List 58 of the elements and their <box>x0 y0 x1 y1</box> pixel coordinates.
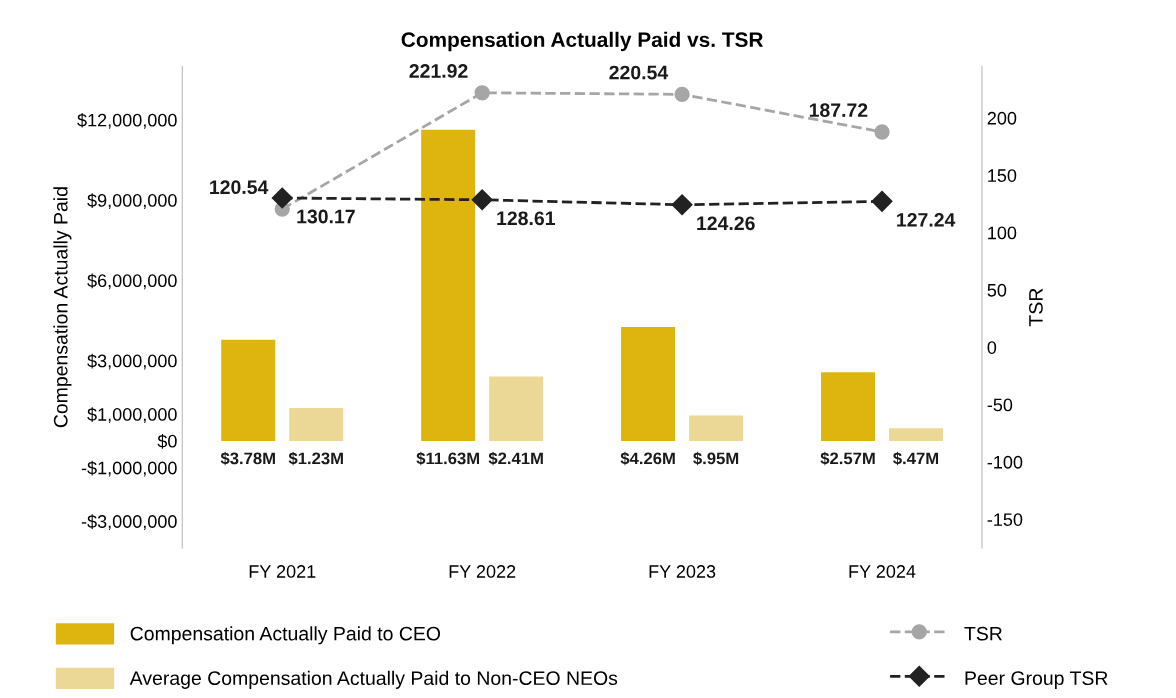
data-label: $3.78M <box>220 451 275 466</box>
point <box>874 124 890 140</box>
y-tick-label: -$3,000,000 <box>81 514 177 531</box>
legend-label: Compensation Actually Paid to CEO <box>130 626 441 645</box>
bar <box>621 326 676 441</box>
legend-label: Average Compensation Actually Paid to Non-CEO NEOs <box>129 670 618 689</box>
point <box>474 85 490 101</box>
data-label: $2.57M <box>820 451 875 466</box>
y2-tick-label: 200 <box>987 111 1017 125</box>
y-tick-label: $0 <box>157 434 177 449</box>
legend-label: TSR <box>964 626 1002 641</box>
bar <box>221 339 276 441</box>
y2-tick-label: 0 <box>987 341 997 354</box>
y2-tick-label: 100 <box>988 226 1017 240</box>
data-label: $4.26M <box>620 451 675 466</box>
bar <box>421 129 476 441</box>
y-tick-label: -$1,000,000 <box>81 460 177 477</box>
data-label: 130.17 <box>297 209 355 224</box>
bar <box>489 376 544 441</box>
data-label: 128.61 <box>497 211 555 226</box>
y-tick-label: $12,000,000 <box>77 113 177 129</box>
data-label: 187.72 <box>809 103 868 118</box>
x-tick-label: FY 2024 <box>849 565 916 578</box>
bar <box>289 407 344 441</box>
point <box>674 86 690 102</box>
y2-tick-label: 150 <box>988 169 1017 182</box>
y2-tick-label: -150 <box>987 513 1023 526</box>
y2-tick-label: -100 <box>987 455 1023 469</box>
x-tick-label: FY 2021 <box>249 565 316 578</box>
y-tick-label: $1,000,000 <box>87 407 177 423</box>
bar <box>689 415 744 441</box>
data-label: 124.26 <box>697 216 755 231</box>
point <box>271 187 293 209</box>
data-label: $.95M <box>693 451 739 466</box>
point <box>871 190 893 212</box>
y2-axis-title: TSR <box>1029 288 1043 327</box>
y2-tick-label: 50 <box>987 283 1007 297</box>
data-label: $1.23M <box>288 451 343 466</box>
y-axis-title: Compensation Actually Paid <box>53 187 72 428</box>
data-label: 221.92 <box>409 64 468 78</box>
y-tick-label: $6,000,000 <box>87 273 177 290</box>
y-tick-label: $3,000,000 <box>87 353 177 370</box>
point <box>471 189 493 211</box>
data-label: $.47M <box>893 451 939 466</box>
y2-tick-label: -50 <box>987 398 1013 412</box>
y-tick-label: $9,000,000 <box>87 193 177 209</box>
bar <box>821 372 875 441</box>
data-label: 120.54 <box>210 180 269 195</box>
x-tick-label: FY 2022 <box>449 565 516 578</box>
data-label: 127.24 <box>897 212 956 227</box>
data-label: $2.41M <box>488 451 543 466</box>
chart-title: Compensation Actually Paid vs. TSR <box>401 31 764 52</box>
legend-label: Peer Group TSR <box>965 671 1108 689</box>
x-tick-label: FY 2023 <box>649 565 716 578</box>
point <box>671 194 693 216</box>
bar <box>889 428 943 441</box>
data-label: 220.54 <box>609 65 669 80</box>
data-label: $11.63M <box>416 451 480 466</box>
